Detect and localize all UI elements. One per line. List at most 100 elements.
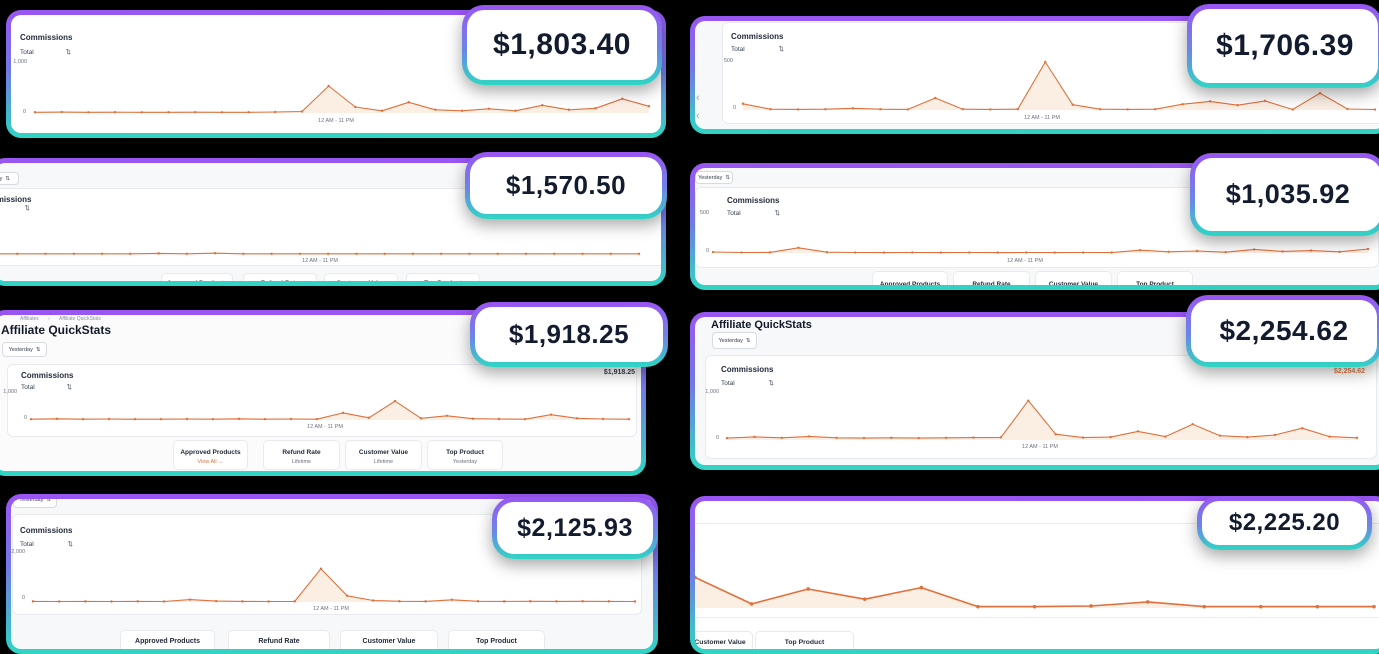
total-dropdown[interactable]: Total ⇅ — [20, 540, 73, 548]
x-axis-label: 12 AM - 11 PM — [307, 424, 343, 430]
widget-title: Commissions — [0, 195, 32, 204]
y-axis-min: 0 — [22, 109, 26, 115]
total-dropdown[interactable]: Total ⇅ — [21, 383, 72, 391]
stat-card-title: Customer Value — [325, 280, 397, 281]
page-title: Affiliate QuickStats — [711, 319, 812, 331]
period-label: Yesterday — [698, 174, 723, 181]
view-all-link[interactable]: View All → — [197, 459, 224, 465]
chevron-left-icon[interactable]: ‹ — [696, 92, 700, 104]
widget-title: Commissions — [727, 196, 780, 205]
dropdown-arrows-icon: ⇅ — [46, 499, 51, 503]
stat-card-top-product[interactable]: Top Product — [755, 631, 854, 649]
total-label: Total — [20, 49, 34, 56]
y-axis-min: 0 — [21, 595, 25, 601]
stat-card-title: Refund Rate — [244, 280, 316, 281]
stat-card-title: Top Product — [476, 638, 517, 645]
stat-card-title: Customer Value — [358, 449, 409, 456]
stat-card-top-product[interactable]: Top Product — [1117, 271, 1193, 285]
stat-card-refund-rate[interactable]: Refund Rate — [228, 630, 330, 649]
stat-card-top-product[interactable]: Top Product Yesterday — [427, 440, 503, 470]
period-dropdown[interactable]: Yesterday ⇅ — [695, 171, 733, 184]
stat-card-top-product[interactable]: Top Product — [448, 630, 545, 649]
stat-card-top-product[interactable]: Top Product — [406, 273, 480, 281]
callout-amount: $1,706.39 — [1192, 9, 1378, 83]
quickstats-panel-6: Affiliate QuickStats Yesterday ⇅ Commiss… — [690, 312, 1379, 470]
stat-card-title: Customer Value — [362, 638, 416, 645]
total-label: Total — [20, 541, 34, 548]
y-axis-min: 0 — [23, 415, 27, 421]
stat-card-customer-value[interactable]: Customer Value — [340, 630, 438, 649]
chevron-left-icon[interactable]: ‹ — [696, 110, 700, 122]
quickstats-panel-5: Affiliates › Affiliate QuickStats Affili… — [0, 310, 646, 476]
y-axis-max: 2,000 — [11, 549, 25, 555]
y-axis-max: 1,000 — [705, 389, 719, 395]
total-dropdown[interactable]: Total ⇅ — [0, 204, 30, 212]
total-dropdown[interactable]: Total ⇅ — [731, 45, 784, 53]
page-title: Affiliate QuickStats — [1, 323, 112, 337]
stat-card-refund-rate[interactable]: Refund Rate — [243, 273, 317, 281]
stat-card-customer-value[interactable]: Customer Value — [695, 631, 753, 649]
callout-amount: $2,254.62 — [1191, 300, 1377, 362]
breadcrumb-item[interactable]: Affiliates — [20, 316, 39, 322]
stat-card-approved-products[interactable]: Approved Products — [161, 273, 233, 281]
period-dropdown[interactable]: Yesterday ⇅ — [0, 172, 19, 185]
widget-title: Commissions — [721, 365, 774, 374]
x-axis-label: 12 AM - 11 PM — [1024, 115, 1060, 121]
commissions-card — [705, 355, 1377, 459]
stat-card-title: Customer Value — [1048, 281, 1099, 285]
stat-card-customer-value[interactable]: Customer Value — [324, 273, 398, 281]
total-label: Total — [731, 46, 745, 53]
x-axis-label: 12 AM - 11 PM — [318, 118, 354, 124]
total-dropdown[interactable]: Total ⇅ — [727, 209, 780, 217]
stat-card-title: Refund Rate — [282, 449, 321, 456]
widget-title: Commissions — [20, 33, 73, 42]
stat-card-customer-value[interactable]: Customer Value Lifetime — [345, 440, 422, 470]
x-axis-label: 12 AM - 11 PM — [1022, 444, 1058, 450]
stat-card-title: Top Product — [407, 280, 479, 281]
breadcrumb-item: Affiliate QuickStats — [59, 316, 101, 322]
header-divider — [695, 523, 1379, 524]
widget-title: Commissions — [20, 526, 73, 535]
total-label: Total — [727, 210, 741, 217]
callout-amount: $1,570.50 — [470, 157, 662, 214]
stat-card-title: Top Product — [784, 639, 825, 646]
period-label: Yesterday — [718, 337, 743, 344]
period-dropdown[interactable]: Yesterday ⇅ — [2, 342, 47, 357]
stat-card-title: Refund Rate — [972, 281, 1011, 285]
commissions-chart — [725, 391, 1359, 441]
period-dropdown[interactable]: Yesterday ⇅ — [712, 332, 757, 349]
total-dropdown[interactable]: Total ⇅ — [721, 379, 774, 387]
sort-icon: ⇅ — [67, 541, 73, 548]
dropdown-arrows-icon: ⇅ — [35, 346, 41, 353]
stat-card-refund-rate[interactable]: Refund Rate Lifetime — [263, 440, 340, 470]
total-label: Total — [21, 384, 35, 391]
commissions-chart — [29, 391, 631, 421]
sort-icon: ⇅ — [24, 205, 30, 212]
y-axis-min: 0 — [715, 435, 719, 441]
stat-card-title: Approved Products — [162, 280, 232, 281]
stat-card-title: Approved Products — [180, 449, 241, 456]
stat-card-title: Top Product — [1136, 281, 1174, 285]
stat-card-title: Approved Products — [879, 281, 941, 285]
dropdown-arrows-icon: ⇅ — [725, 174, 730, 181]
commissions-chart — [33, 62, 651, 114]
stat-card-title: Top Product — [446, 449, 484, 456]
stat-card-approved-products[interactable]: Approved Products — [120, 630, 215, 649]
period-dropdown[interactable]: Yesterday ⇅ — [13, 499, 57, 508]
widget-title: Commissions — [21, 371, 74, 380]
stat-card-approved-products[interactable]: Approved Products View All → — [173, 440, 248, 470]
y-axis-max: 500 — [723, 58, 733, 64]
stat-card-customer-value[interactable]: Customer Value — [1035, 271, 1112, 285]
section-divider — [695, 617, 1379, 618]
stat-card-title: Refund Rate — [258, 638, 300, 645]
x-axis-label: 12 AM - 11 PM — [302, 258, 338, 264]
y-axis-max: 500 — [699, 210, 709, 216]
total-dropdown[interactable]: Total ⇅ — [20, 48, 71, 56]
commissions-chart — [0, 225, 641, 256]
stat-card-approved-products[interactable]: Approved Products — [872, 271, 948, 285]
sort-icon: ⇅ — [774, 210, 780, 217]
value-callout: $2,254.62 — [1186, 295, 1379, 367]
dropdown-arrows-icon: ⇅ — [5, 175, 10, 182]
stat-card-refund-rate[interactable]: Refund Rate — [953, 271, 1030, 285]
